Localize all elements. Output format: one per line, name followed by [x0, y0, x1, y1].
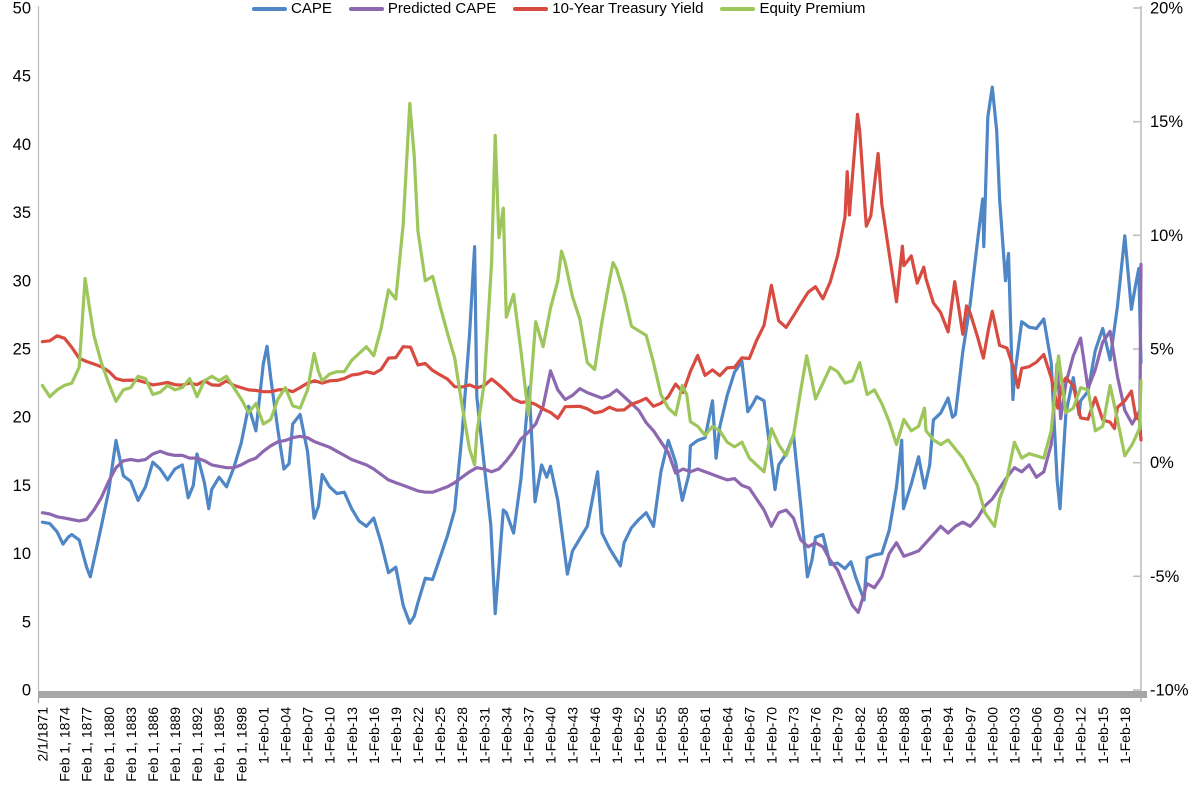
x-axis-tick-label: 1-Feb-76: [808, 707, 824, 764]
x-axis-tick-label: Feb 1, 1883: [123, 707, 139, 782]
x-axis-tick-label: 1-Feb-70: [764, 707, 780, 764]
x-axis-tick-label: Feb 1, 1877: [79, 707, 95, 782]
y-axis-right-tick-label: 20%: [1150, 0, 1183, 18]
x-axis-tick-label: 1-Feb-58: [675, 707, 691, 764]
x-axis-tick-label: 1-Feb-88: [896, 707, 912, 764]
series-line-cape: [40, 85, 1143, 625]
x-axis-tick-label: Feb 1, 1898: [233, 707, 249, 782]
y-axis-left-tick-label: 5: [22, 613, 31, 631]
legend-label: CAPE: [291, 0, 332, 17]
equity-premium-line-marker-icon: [720, 7, 756, 11]
y-axis-right-tick-label: 0%: [1150, 454, 1174, 472]
x-axis-tick-label: 1-Feb-40: [543, 707, 559, 764]
x-axis-tick-label: 1-Feb-34: [498, 707, 514, 764]
y-axis-left-tick-label: 35: [13, 204, 31, 222]
chart-legend: CAPE Predicted CAPE 10-Year Treasury Yie…: [252, 1, 865, 17]
x-axis-tick-label: 1-Feb-46: [587, 707, 603, 764]
legend-item-equity-premium: Equity Premium: [720, 1, 865, 17]
x-axis-tick-label: 1-Feb-49: [609, 707, 625, 764]
x-axis-tick-label: 1-Feb-61: [697, 707, 713, 764]
x-axis-tick-label: 1-Feb-22: [410, 707, 426, 764]
treasury-yield-line-marker-icon: [513, 7, 549, 11]
series-line-equity-premium: [40, 101, 1143, 528]
x-axis-tick-label: 1-Feb-01: [255, 707, 271, 764]
x-axis-tick-label: Feb 1, 1892: [189, 707, 205, 782]
x-axis-tick-label: 1-Feb-85: [874, 707, 890, 764]
y-axis-right: -10% -5% 0% 5% 10% 15% 20%: [1133, 0, 1189, 702]
x-axis-tick-label: 1-Feb-94: [940, 707, 956, 764]
series-line-10-year-treasury-yield: [40, 112, 1143, 442]
y-axis-left-tick-label: 0: [22, 682, 31, 700]
y-axis-left-tick-label: 30: [13, 272, 31, 290]
legend-label: Equity Premium: [759, 0, 866, 17]
x-axis-tick-label: 1-Feb-73: [786, 707, 802, 764]
legend-label: Predicted CAPE: [387, 0, 497, 17]
x-axis-tick-label: 1-Feb-18: [1117, 707, 1133, 764]
y-axis-left-tick-label: 10: [13, 545, 31, 563]
x-axis-tick-label: Feb 1, 1880: [101, 707, 117, 782]
x-axis-tick-label: 1-Feb-64: [719, 707, 735, 764]
x-axis-tick-label: 1-Feb-09: [1051, 707, 1067, 764]
x-axis-tick-label: 1-Feb-82: [852, 707, 868, 764]
y-axis-left-tick-label: 45: [13, 68, 31, 86]
x-axis-tick-label: 2/1/1871: [35, 707, 51, 762]
x-axis-tick-label: 1-Feb-79: [830, 707, 846, 764]
cape-line-marker-icon: [252, 7, 287, 11]
legend-item-predicted-cape: Predicted CAPE: [348, 0, 497, 17]
x-axis-tick-label: 1-Feb-52: [631, 707, 647, 764]
x-axis-tick-label: 1-Feb-37: [521, 707, 537, 764]
legend-item-treasury-yield: 10-Year Treasury Yield: [513, 1, 703, 17]
y-axis-left-tick-label: 25: [13, 341, 31, 359]
x-axis-tick-label: 1-Feb-28: [454, 707, 470, 764]
x-axis-tick-label: 1-Feb-13: [344, 707, 360, 764]
y-axis-right-tick-label: -5%: [1150, 568, 1180, 586]
x-axis-tick-label: 1-Feb-12: [1073, 707, 1089, 764]
y-axis-left-tick-label: 50: [13, 0, 31, 18]
y-axis-left-tick-label: 20: [13, 409, 31, 427]
predicted-cape-line-marker-icon: [348, 7, 384, 11]
x-axis: 2/1/1871 Feb 1, 1874 Feb 1, 1877 Feb 1, 188…: [35, 691, 1147, 782]
x-axis-tick-label: 1-Feb-16: [366, 707, 382, 764]
y-axis-left-tick-label: 15: [13, 477, 31, 495]
y-axis-right-tick-label: 15%: [1150, 113, 1183, 131]
x-axis-tick-label: 1-Feb-10: [322, 707, 338, 764]
y-axis-right-tick-label: 5%: [1150, 341, 1174, 359]
x-axis-tick-label: Feb 1, 1895: [211, 707, 227, 782]
x-axis-tick-label: 1-Feb-06: [1029, 707, 1045, 764]
x-axis-tick-label: 1-Feb-00: [984, 707, 1000, 764]
x-axis-tick-label: Feb 1, 1889: [167, 707, 183, 782]
x-axis-band: [38, 691, 1147, 698]
x-axis-tick-label: 1-Feb-55: [653, 707, 669, 764]
x-axis-tick-label: 1-Feb-04: [278, 707, 294, 764]
x-axis-tick-label: 1-Feb-19: [388, 707, 404, 764]
x-axis-tick-label: 1-Feb-15: [1095, 707, 1111, 764]
legend-label: 10-Year Treasury Yield: [552, 0, 704, 17]
x-axis-tick-label: Feb 1, 1874: [57, 707, 73, 782]
y-axis-left-tick-label: 40: [13, 136, 31, 154]
y-axis-right-tick-label: 10%: [1150, 227, 1183, 245]
x-axis-tick-label: 1-Feb-07: [300, 707, 316, 764]
x-axis-tick-label: Feb 1, 1886: [145, 707, 161, 782]
x-axis-tick-label: 1-Feb-67: [741, 707, 757, 764]
y-axis-right-tick-label: -10%: [1150, 682, 1189, 700]
x-axis-tick-label: 1-Feb-97: [962, 707, 978, 764]
x-axis-tick-label: 1-Feb-31: [476, 707, 492, 764]
x-axis-tick-label: 1-Feb-91: [918, 707, 934, 764]
x-axis-tick-label: 1-Feb-43: [565, 707, 581, 764]
legend-item-cape: CAPE: [252, 1, 332, 17]
x-axis-tick-label: 1-Feb-03: [1007, 707, 1023, 764]
y-axis-left: 0 5 10 15 20 25 30 35 40 45 50: [13, 0, 40, 700]
series-line-predicted-cape: [40, 262, 1143, 614]
x-axis-tick-label: 1-Feb-25: [432, 707, 448, 764]
